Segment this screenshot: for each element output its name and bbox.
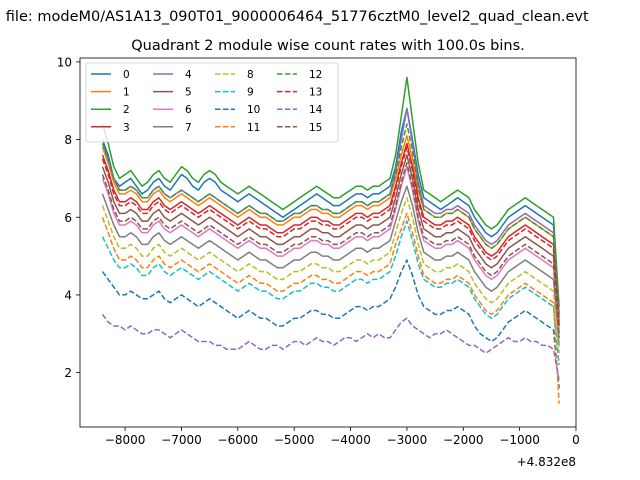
- legend-label-5: 5: [185, 87, 192, 99]
- legend-label-6: 6: [185, 104, 192, 116]
- y-tick-label: 2: [64, 366, 72, 380]
- series-line-11: [101, 212, 560, 404]
- series-line-10: [101, 259, 560, 389]
- y-tick-label: 6: [64, 211, 72, 225]
- series-line-5: [101, 154, 560, 334]
- axes-frame: [79, 57, 577, 428]
- x-tick-label: −5000: [274, 433, 315, 447]
- legend-label-7: 7: [185, 122, 192, 134]
- series-line-2: [101, 76, 560, 307]
- x-tick-label: 0: [572, 433, 580, 447]
- x-tick-label: −6000: [218, 433, 259, 447]
- plot-area: −8000 −7000 −6000 −5000 −4000 −3000 −2000 −1000…: [57, 55, 580, 469]
- x-tick-label: −8000: [105, 433, 146, 447]
- legend-label-2: 2: [123, 104, 130, 116]
- figure-suptitle: n file: modeM0/AS1A13_090T01_9000006464_…: [0, 9, 589, 25]
- y-axis: 2 4 6 8 10: [57, 55, 80, 380]
- series-line-14: [101, 313, 560, 381]
- legend-label-14: 14: [309, 104, 323, 116]
- legend-box: [85, 62, 339, 143]
- chart-title: Quadrant 2 module wise count rates with …: [131, 38, 525, 54]
- x-tick-label: −4000: [330, 433, 371, 447]
- x-tick-label: −2000: [443, 433, 484, 447]
- series-line-6: [101, 166, 560, 338]
- y-tick-label: 8: [64, 133, 72, 147]
- y-tick-label: 10: [57, 55, 72, 69]
- series-line-15: [101, 162, 560, 338]
- series-line-3: [101, 142, 560, 327]
- legend-label-11: 11: [247, 122, 260, 134]
- series-line-13: [101, 146, 560, 327]
- legend-label-15: 15: [309, 122, 322, 134]
- x-tick-label: −1000: [499, 433, 540, 447]
- x-axis: −8000 −7000 −6000 −5000 −4000 −3000 −2000 −1000…: [105, 427, 580, 447]
- series-line-8: [101, 197, 560, 354]
- legend-label-0: 0: [123, 69, 130, 81]
- y-tick-label: 4: [64, 288, 72, 302]
- series-line-7: [101, 185, 560, 346]
- x-tick-label: −3000: [387, 433, 428, 447]
- legend-label-10: 10: [247, 104, 260, 116]
- x-axis-offset-label: +4.832e8: [517, 455, 576, 469]
- legend-label-3: 3: [123, 122, 130, 134]
- legend-label-12: 12: [309, 69, 322, 81]
- series-line-0: [101, 107, 560, 315]
- legend-label-8: 8: [247, 69, 254, 81]
- series-line-9: [101, 220, 560, 365]
- legend-label-4: 4: [185, 69, 192, 81]
- legend-label-9: 9: [247, 87, 254, 99]
- series-line-12: [101, 123, 560, 315]
- series-layer: [101, 76, 560, 404]
- legend-label-13: 13: [309, 87, 322, 99]
- x-tick-label: −7000: [161, 433, 202, 447]
- legend-label-1: 1: [123, 87, 130, 99]
